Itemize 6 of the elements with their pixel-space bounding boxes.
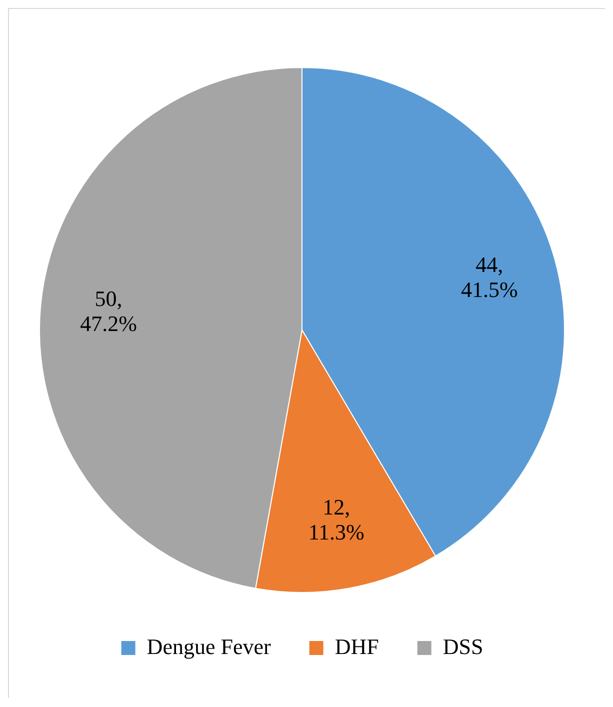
legend-label: DSS	[442, 634, 484, 659]
legend-label: DHF	[334, 634, 379, 659]
data-label: 50, 47.2%	[80, 286, 137, 336]
data-label: 44, 41.5%	[460, 252, 518, 302]
legend-label: Dengue Fever	[146, 634, 272, 659]
data-label: 12, 11.3%	[308, 494, 364, 544]
